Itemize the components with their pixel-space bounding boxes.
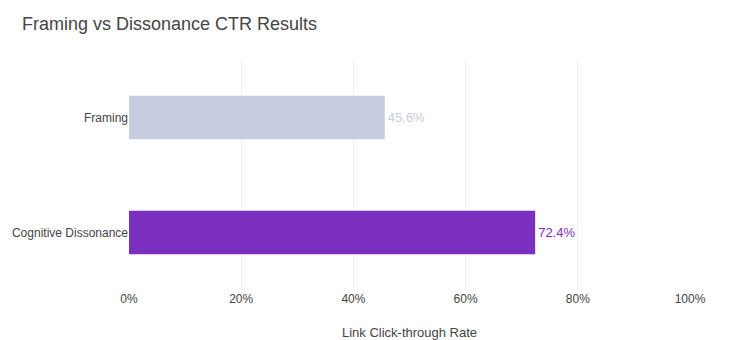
svg-text:45.6%: 45.6%: [388, 110, 425, 125]
svg-text:20%: 20%: [229, 292, 253, 306]
svg-text:Cognitive Dissonance: Cognitive Dissonance: [12, 226, 128, 240]
svg-text:60%: 60%: [454, 292, 478, 306]
svg-text:Link Click-through Rate: Link Click-through Rate: [342, 325, 477, 340]
svg-text:Framing vs Dissonance CTR Resu: Framing vs Dissonance CTR Results: [22, 14, 317, 34]
svg-text:0%: 0%: [120, 292, 138, 306]
svg-text:Framing: Framing: [84, 111, 128, 125]
svg-text:40%: 40%: [341, 292, 365, 306]
svg-text:80%: 80%: [566, 292, 590, 306]
svg-text:100%: 100%: [675, 292, 706, 306]
svg-text:72.4%: 72.4%: [538, 225, 575, 240]
